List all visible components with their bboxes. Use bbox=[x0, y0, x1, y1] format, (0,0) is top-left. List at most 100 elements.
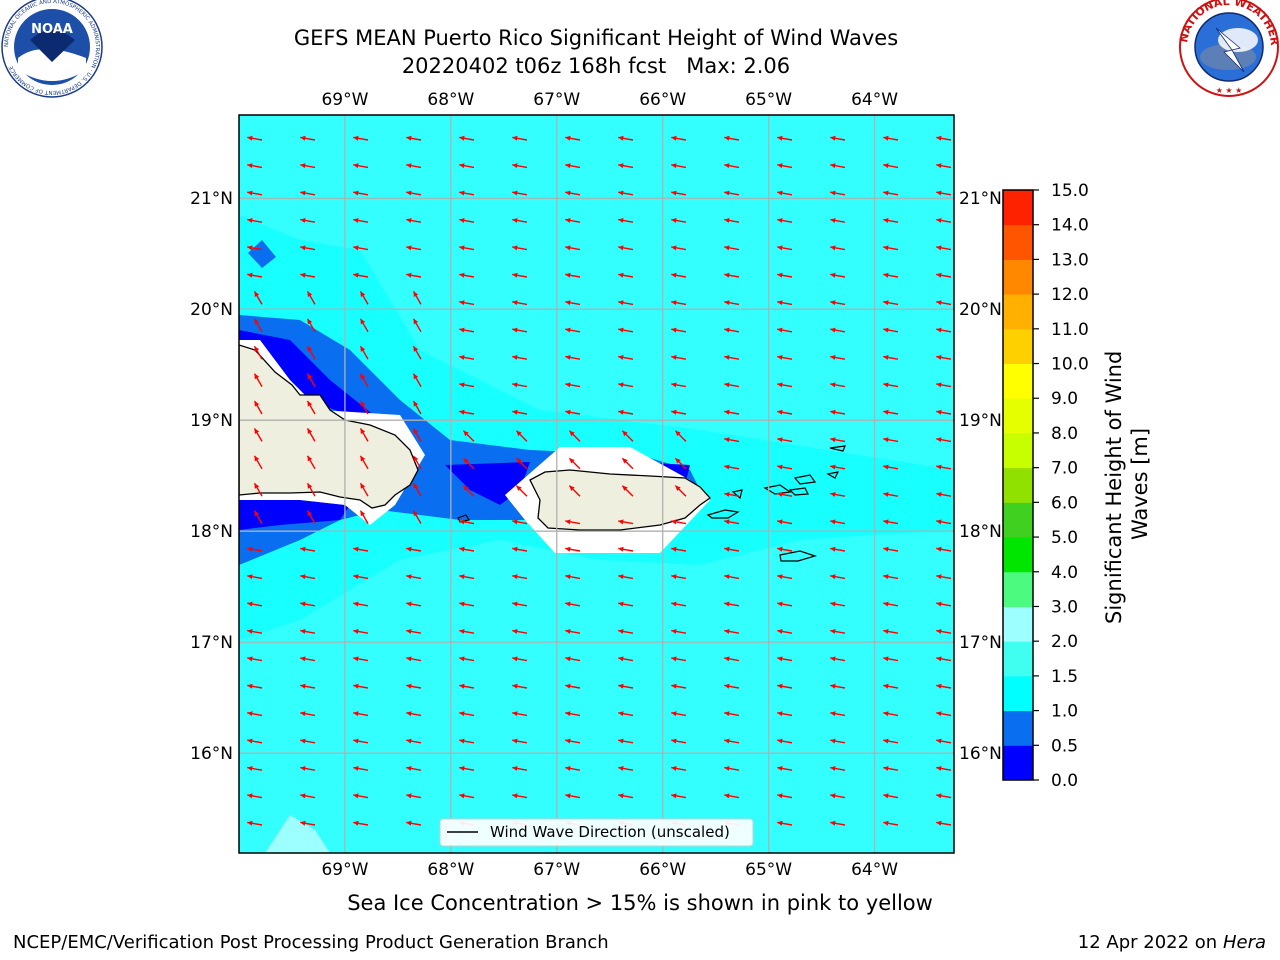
wave-arrow bbox=[306, 373, 316, 387]
wave-arrow bbox=[300, 218, 316, 223]
wave-arrow bbox=[406, 820, 422, 826]
wave-arrow bbox=[671, 601, 687, 607]
wave-arrow bbox=[883, 683, 899, 689]
wave-arrow bbox=[883, 711, 899, 717]
wave-arrow bbox=[883, 409, 899, 415]
colorbar-tick-label: 5.0 bbox=[1051, 528, 1078, 548]
wave-arrow bbox=[247, 683, 263, 689]
wave-arrow bbox=[618, 683, 634, 689]
wave-arrow bbox=[459, 327, 475, 333]
legend-label: Wind Wave Direction (unscaled) bbox=[490, 823, 730, 841]
wave-arrow bbox=[777, 355, 793, 360]
wave-arrow bbox=[512, 190, 528, 196]
colorbar-tick-label: 7.0 bbox=[1051, 459, 1078, 479]
colorbar-tick-label: 10.0 bbox=[1051, 355, 1089, 375]
wave-arrow bbox=[462, 485, 475, 497]
wave-arrow bbox=[777, 272, 793, 278]
wave-arrow bbox=[724, 793, 740, 799]
wave-arrow bbox=[883, 163, 899, 169]
colorbar-segment bbox=[1003, 745, 1033, 781]
wave-arrow bbox=[724, 409, 740, 415]
colorbar-tick-label: 8.0 bbox=[1051, 424, 1078, 444]
wave-arrow bbox=[724, 245, 740, 251]
wave-arrow bbox=[830, 738, 846, 744]
lon-label-bottom: 65°W bbox=[745, 860, 792, 880]
wave-arrow bbox=[253, 345, 263, 360]
wave-arrow bbox=[353, 683, 369, 689]
wave-arrow bbox=[883, 190, 899, 196]
colorbar-segment bbox=[1003, 537, 1033, 573]
lat-label-right: 16°N bbox=[959, 744, 1002, 764]
wave-arrow bbox=[777, 519, 793, 525]
wave-arrow bbox=[247, 272, 263, 278]
colorbar-tick-label: 0.5 bbox=[1051, 736, 1078, 756]
colorbar-segment bbox=[1003, 363, 1033, 399]
wave-arrow bbox=[306, 510, 316, 524]
wave-arrow bbox=[777, 300, 793, 306]
wave-arrow bbox=[306, 455, 316, 470]
wave-arrow bbox=[618, 300, 634, 306]
wave-arrow bbox=[353, 766, 369, 771]
wave-arrow bbox=[618, 135, 634, 141]
wave-arrow bbox=[618, 793, 634, 799]
wave-arrow bbox=[618, 218, 634, 223]
wave-arrow bbox=[830, 218, 846, 223]
wave-arrow bbox=[618, 656, 634, 662]
wave-arrow bbox=[883, 135, 899, 141]
wave-arrow bbox=[412, 291, 422, 305]
wave-arrow bbox=[412, 428, 422, 442]
wave-arrow bbox=[459, 766, 475, 771]
wave-arrow bbox=[671, 218, 687, 223]
wave-arrow bbox=[353, 820, 369, 826]
colorbar-tick-label: 2.0 bbox=[1051, 632, 1078, 652]
wave-arrow bbox=[883, 629, 899, 634]
wave-arrow bbox=[353, 272, 369, 278]
wave-arrow bbox=[936, 135, 952, 141]
wave-arrow bbox=[674, 485, 687, 497]
wave-arrow bbox=[830, 629, 846, 634]
wave-arrow bbox=[883, 218, 899, 223]
wave-arrow bbox=[353, 190, 369, 196]
wave-arrow bbox=[359, 455, 369, 470]
wave-arrow bbox=[306, 345, 316, 360]
wave-arrow bbox=[253, 400, 263, 415]
wave-arrow bbox=[565, 355, 581, 360]
wave-arrow bbox=[830, 245, 846, 251]
wave-arrow bbox=[359, 373, 369, 387]
wave-arrow bbox=[247, 218, 263, 223]
wave-arrow bbox=[777, 574, 793, 580]
wave-arrow bbox=[936, 218, 952, 223]
wave-arrow bbox=[462, 457, 475, 470]
wave-arrow bbox=[459, 245, 475, 251]
lat-label-left: 19°N bbox=[190, 411, 233, 431]
wave-arrow bbox=[830, 464, 846, 470]
wave-arrow bbox=[618, 163, 634, 169]
wave-arrow bbox=[412, 373, 422, 387]
wave-arrow bbox=[777, 820, 793, 826]
wave-arrow bbox=[565, 793, 581, 799]
wave-arrow bbox=[830, 766, 846, 771]
wave-arrow bbox=[777, 245, 793, 251]
svg-text:NATIONAL WEATHER SERVICE: NATIONAL WEATHER SERVICE bbox=[0, 0, 1280, 47]
wave-arrow bbox=[883, 382, 899, 388]
wave-arrow bbox=[459, 546, 475, 552]
wave-arrow bbox=[724, 711, 740, 717]
wave-arrow bbox=[406, 245, 422, 251]
wave-arrow bbox=[512, 355, 528, 360]
wave-arrow bbox=[618, 601, 634, 607]
wave-arrow bbox=[459, 218, 475, 223]
wave-arrow bbox=[300, 272, 316, 278]
wave-arrow bbox=[830, 327, 846, 333]
wave-arrow bbox=[512, 629, 528, 634]
wave-arrow bbox=[724, 738, 740, 744]
wave-arrow bbox=[406, 738, 422, 744]
wave-arrow bbox=[512, 272, 528, 278]
wave-arrow bbox=[459, 163, 475, 169]
colorbar-segment bbox=[1003, 641, 1033, 677]
wave-arrow bbox=[777, 629, 793, 634]
wave-arrow bbox=[777, 546, 793, 552]
lon-label-top: 68°W bbox=[427, 90, 474, 110]
lon-label-bottom: 66°W bbox=[639, 860, 686, 880]
wave-arrow bbox=[936, 793, 952, 799]
colorbar: 0.0 0.5 1.0 1.5 2.0 3.0 4.0 5.0 6.0 7.0 8.0 9.0 10.0… bbox=[1002, 181, 1089, 791]
